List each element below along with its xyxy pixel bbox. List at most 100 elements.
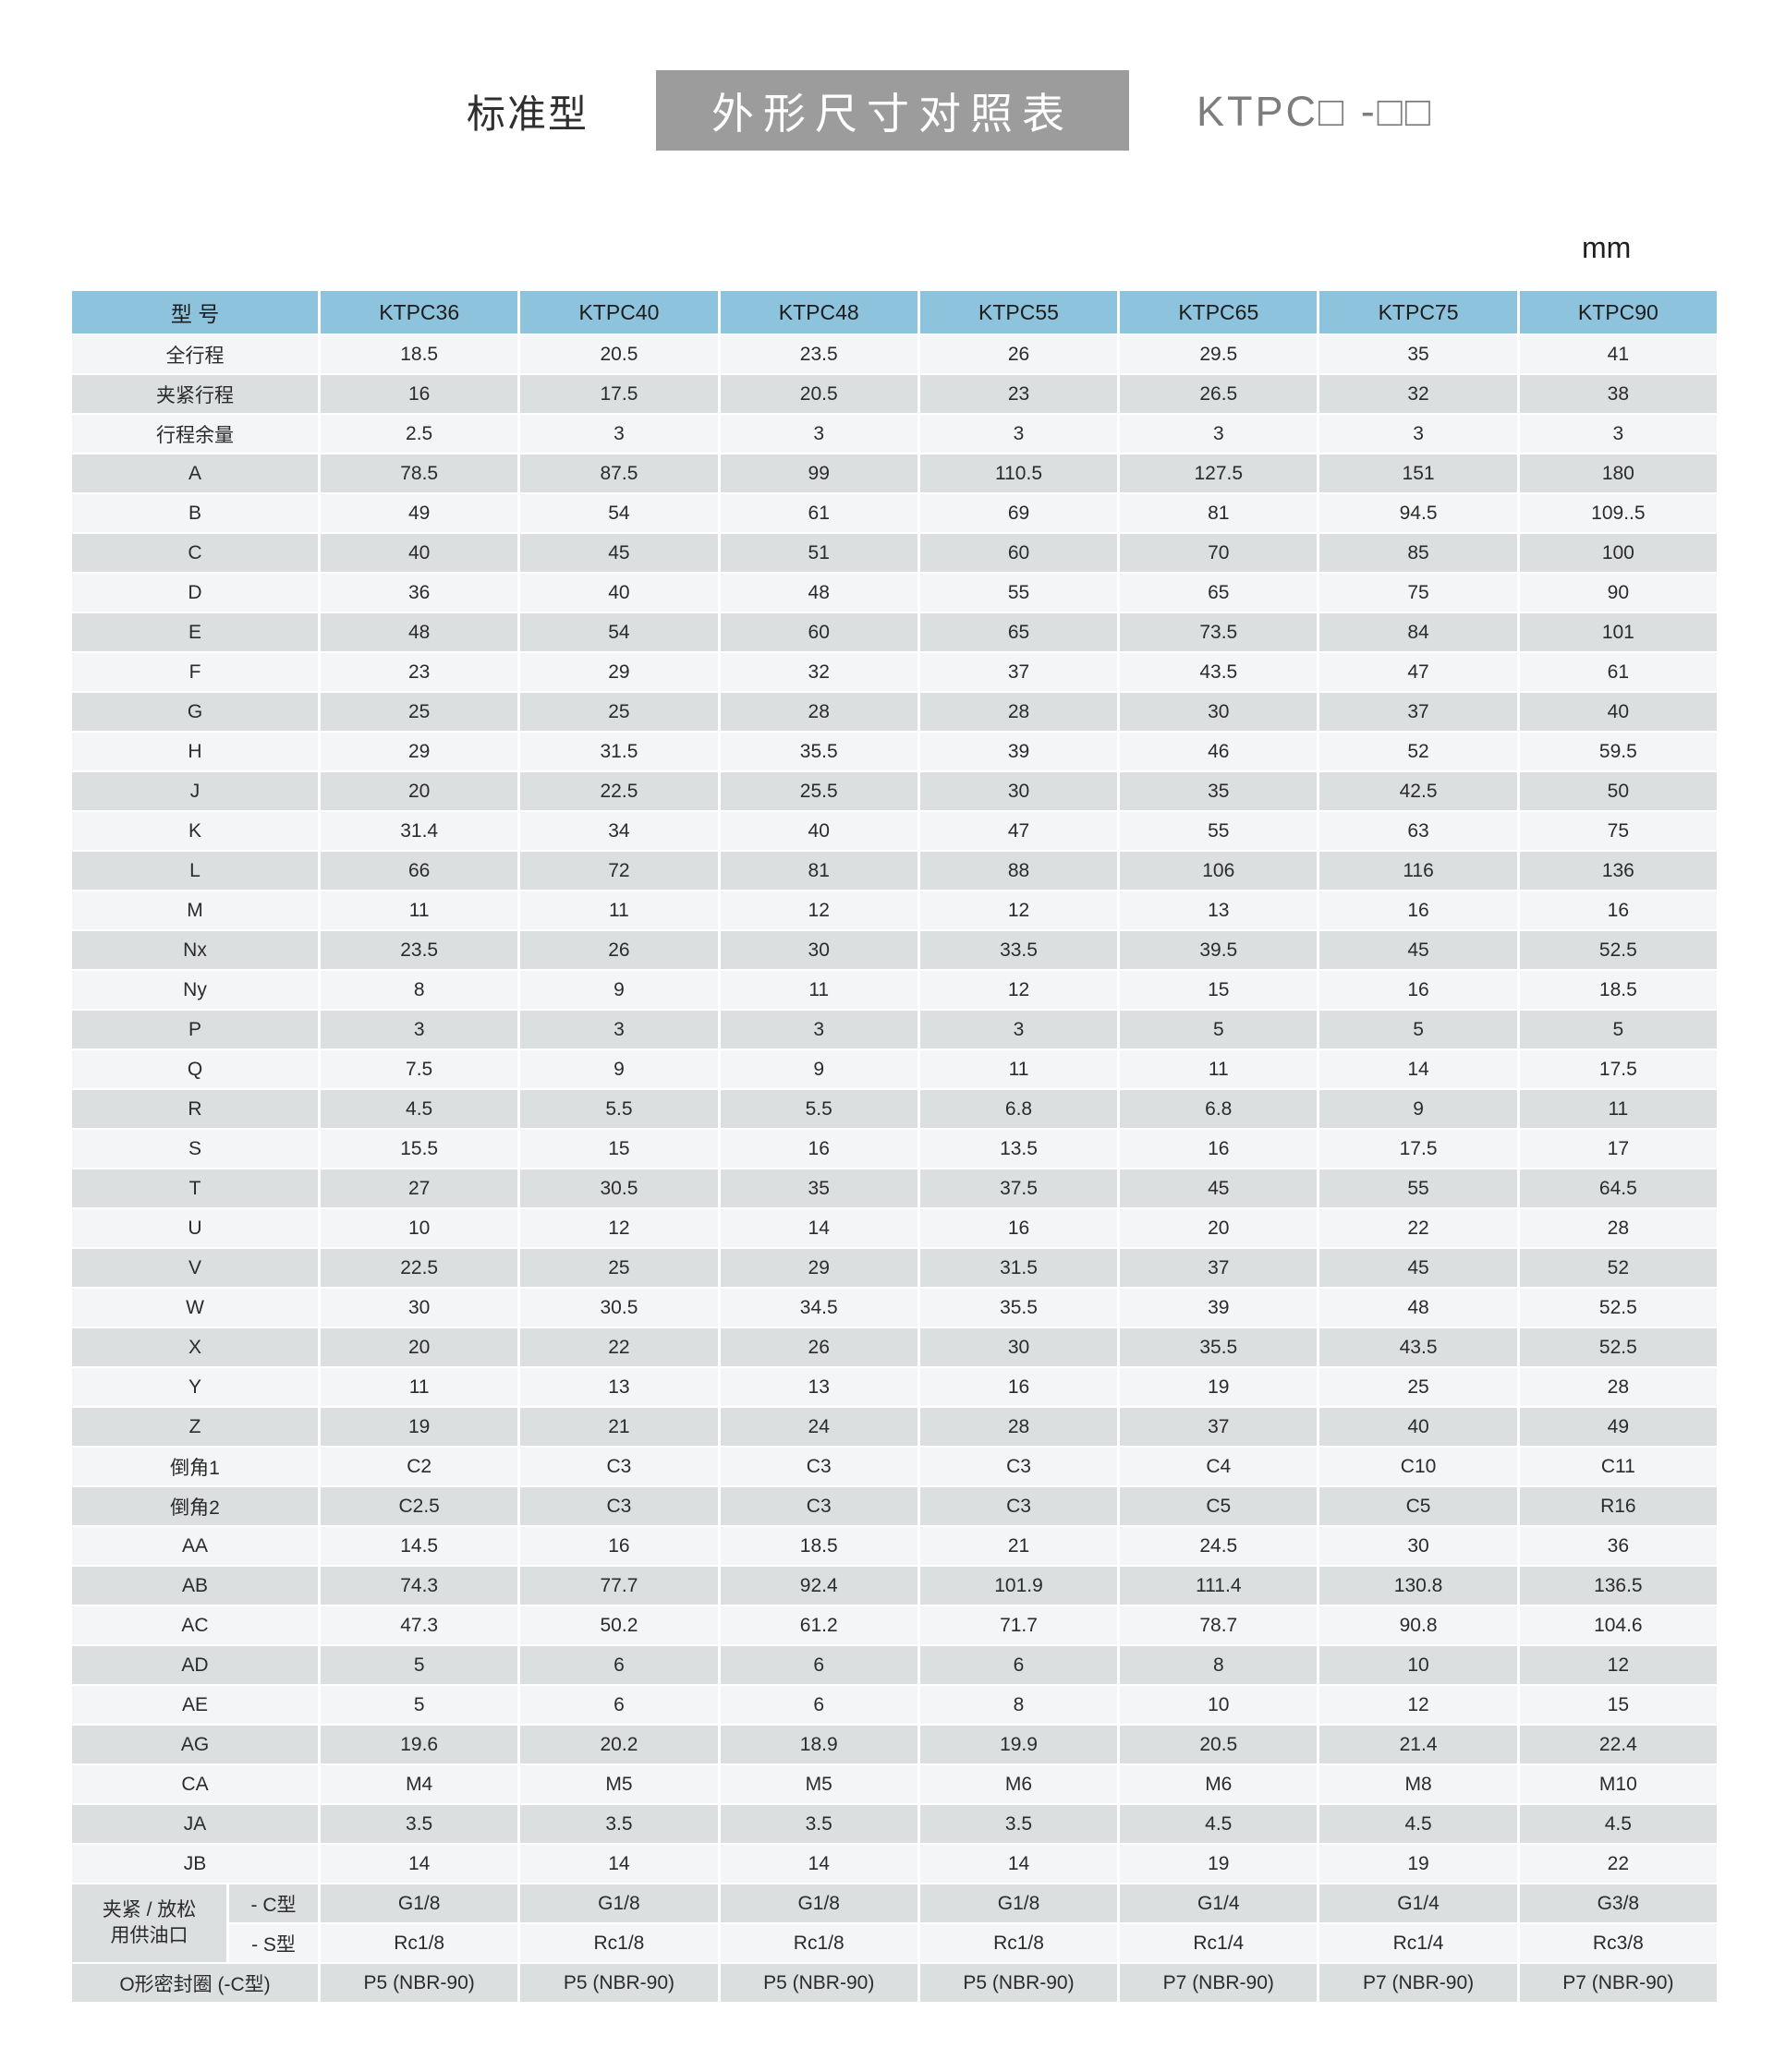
spec-row: 夹紧行程 16 17.5 20.5 23 26.5 32 38 [72,375,1717,413]
value-cell: G1/4 [1120,1884,1318,1922]
value-cell: 35 [1319,335,1517,373]
spec-row: CA M4 M5 M5 M6 M6 M8 M10 [72,1765,1717,1803]
value-cell: 14 [919,1845,1118,1883]
value-cell: 11 [1519,1090,1717,1128]
value-cell: 16 [1519,891,1717,929]
row-label: F [72,653,319,691]
row-label: B [72,494,319,532]
row-label: Y [72,1368,319,1406]
value-cell: 3 [720,1011,917,1048]
value-cell: 29 [520,653,718,691]
value-cell: 77.7 [520,1567,718,1605]
value-cell: P5 (NBR-90) [321,1964,518,2002]
value-cell: 47 [1319,653,1517,691]
series-type-label: 标准型 [467,92,589,136]
spec-row: JA 3.5 3.5 3.5 3.5 4.5 4.5 4.5 [72,1805,1717,1843]
value-cell: Rc1/8 [720,1924,917,1962]
value-cell: 13 [520,1368,718,1406]
value-cell: 20 [321,1328,518,1366]
column-header: KTPC75 [1319,291,1517,333]
row-label: 行程余量 [72,415,319,453]
value-cell: Rc3/8 [1519,1924,1717,1962]
value-cell: 45 [1319,931,1517,969]
value-cell: 25 [520,693,718,731]
row-label: R [72,1090,319,1128]
value-cell: 49 [1519,1408,1717,1446]
value-cell: 2.5 [321,415,518,453]
value-cell: 28 [919,693,1118,731]
value-cell: 31.5 [520,733,718,770]
value-cell: 104.6 [1519,1606,1717,1644]
value-cell: 16 [1319,891,1517,929]
value-cell: 14.5 [321,1527,518,1565]
value-cell: 15.5 [321,1130,518,1168]
value-cell: 52.5 [1519,1328,1717,1366]
table-body: 全行程 18.5 20.5 23.5 26 29.5 35 41 夹紧行程 16 17.5 20.5 2… [72,335,1717,2002]
value-cell: 127.5 [1120,454,1318,492]
row-label: H [72,733,319,770]
row-label: U [72,1209,319,1247]
value-cell: P5 (NBR-90) [520,1964,718,2002]
value-cell: 43.5 [1319,1328,1517,1366]
value-cell: 6 [919,1646,1118,1684]
value-cell: 66 [321,852,518,890]
value-cell: 30 [919,1328,1118,1366]
value-cell: P7 (NBR-90) [1120,1964,1318,2002]
value-cell: 3 [1519,415,1717,453]
value-cell: M6 [919,1765,1118,1803]
spec-row: T 27 30.5 35 37.5 45 55 64.5 [72,1169,1717,1207]
value-cell: 18.5 [321,335,518,373]
row-label: AC [72,1606,319,1644]
value-cell: 130.8 [1319,1567,1517,1605]
row-label: X [72,1328,319,1366]
value-cell: 30.5 [520,1289,718,1327]
row-label: AB [72,1567,319,1605]
spec-row: 全行程 18.5 20.5 23.5 26 29.5 35 41 [72,335,1717,373]
row-label: JA [72,1805,319,1843]
column-header: KTPC40 [520,291,718,333]
oring-row-label: O形密封圈 (-C型) [72,1964,319,2002]
value-cell: 8 [919,1686,1118,1724]
value-cell: 40 [520,574,718,612]
value-cell: G1/8 [520,1884,718,1922]
value-cell: 54 [520,613,718,651]
model-code-label: KTPC□ -□□ [1197,88,1434,135]
value-cell: 47 [919,812,1118,850]
spec-row: F 23 29 32 37 43.5 47 61 [72,653,1717,691]
value-cell: 4.5 [321,1090,518,1128]
value-cell: 23 [919,375,1118,413]
value-cell: 19 [1120,1845,1318,1883]
value-cell: 28 [1519,1368,1717,1406]
value-cell: 92.4 [720,1567,917,1605]
value-cell: 14 [321,1845,518,1883]
value-cell: 20 [1120,1209,1318,1247]
value-cell: 9 [1319,1090,1517,1128]
spec-row: H 29 31.5 35.5 39 46 52 59.5 [72,733,1717,770]
value-cell: 16 [321,375,518,413]
value-cell: 39 [1120,1289,1318,1327]
value-cell: 81 [1120,494,1318,532]
value-cell: 4.5 [1319,1805,1517,1843]
value-cell: 16 [1120,1130,1318,1168]
value-cell: 35 [720,1169,917,1207]
value-cell: 90 [1519,574,1717,612]
value-cell: 37 [1120,1249,1318,1287]
row-label: M [72,891,319,929]
value-cell: 52 [1319,733,1517,770]
value-cell: 3 [520,1011,718,1048]
value-cell: 20.5 [720,375,917,413]
value-cell: R16 [1519,1487,1717,1525]
value-cell: 17.5 [1519,1050,1717,1088]
value-cell: 3 [1319,415,1517,453]
row-label: AG [72,1726,319,1763]
value-cell: 36 [1519,1527,1717,1565]
spec-row: V 22.5 25 29 31.5 37 45 52 [72,1249,1717,1287]
value-cell: 78.7 [1120,1606,1318,1644]
table-title-banner: 外形尺寸对照表 [656,70,1129,151]
value-cell: 27 [321,1169,518,1207]
value-cell: 29.5 [1120,335,1318,373]
value-cell: 4.5 [1120,1805,1318,1843]
value-cell: 60 [919,534,1118,572]
value-cell: 40 [321,534,518,572]
